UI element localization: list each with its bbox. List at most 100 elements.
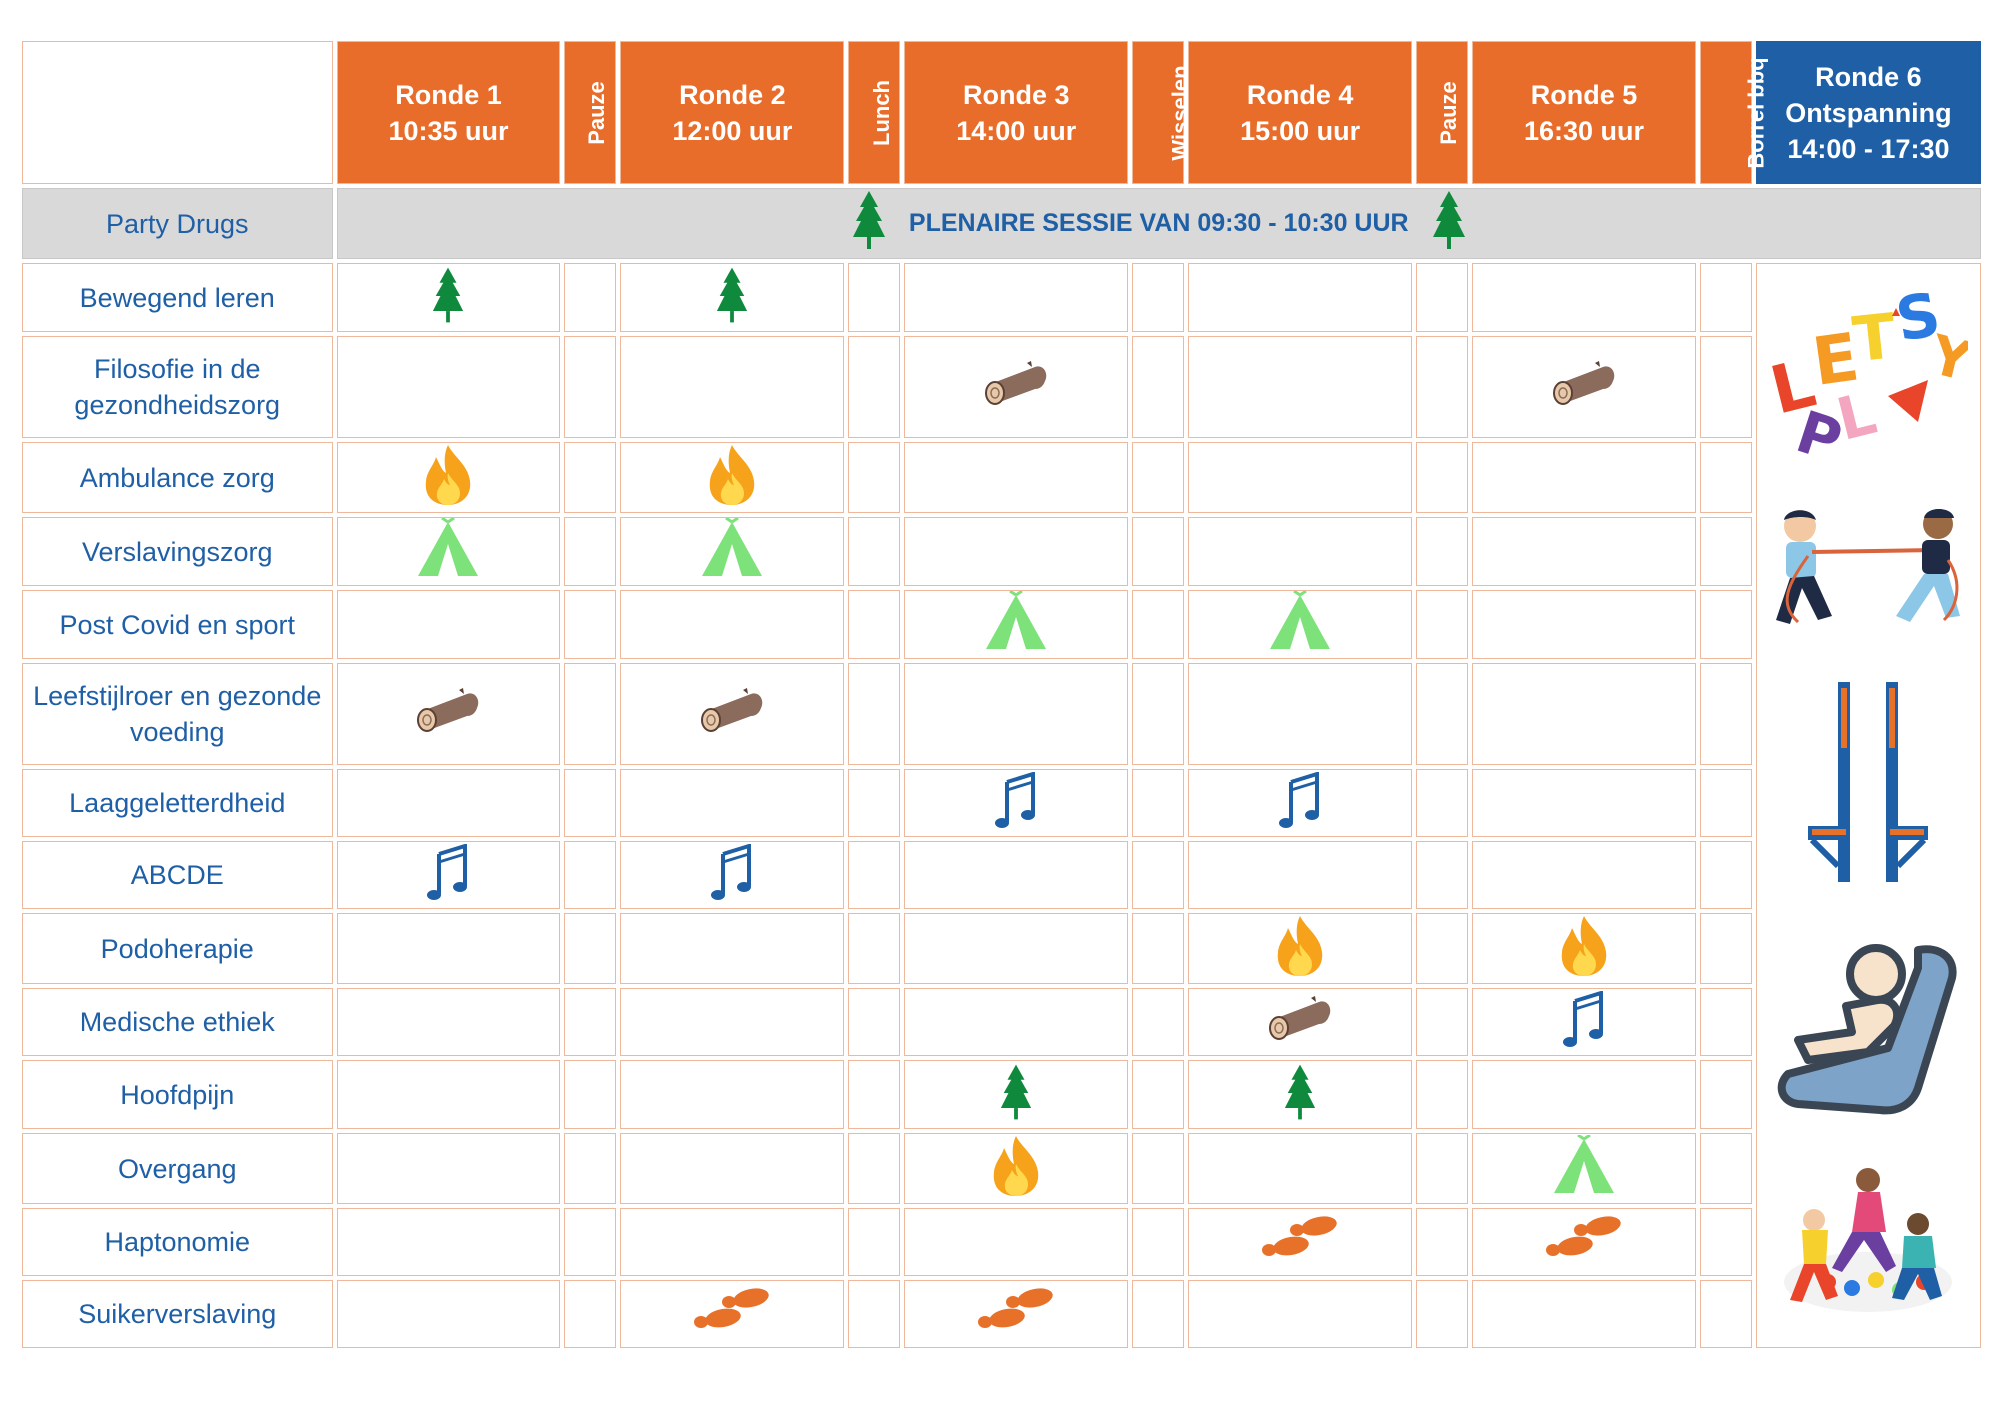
topic-name: Post Covid en sport bbox=[22, 590, 333, 659]
header-ronde-6: Ronde 6 Ontspanning 14:00 - 17:30 bbox=[1755, 41, 1981, 184]
topic-name: Filosofie in de gezondheidszorg bbox=[22, 336, 333, 438]
topic-name: Medische ethiek bbox=[22, 988, 333, 1056]
borrel-bbq-cell bbox=[1699, 1133, 1752, 1204]
plenary-session-cell: PLENAIRE SESSIE VAN 09:30 - 10:30 UUR bbox=[336, 188, 1981, 259]
pauze-1-cell bbox=[564, 1280, 617, 1348]
fire-icon bbox=[988, 1134, 1044, 1203]
pauze-2-cell bbox=[1416, 442, 1468, 513]
header-row: Ronde 1 10:35 uur Pauze Ronde 2 12:00 uur … bbox=[22, 41, 1981, 184]
ronde-3-cell bbox=[904, 988, 1129, 1056]
ronde-1-cell bbox=[336, 590, 561, 659]
header-wisselen: Wisselen bbox=[1132, 41, 1193, 184]
ronde-2-cell bbox=[620, 1133, 845, 1204]
ronde-3-cell bbox=[904, 442, 1129, 513]
lunch-cell bbox=[848, 1060, 901, 1129]
ronde-1-cell bbox=[336, 988, 561, 1056]
fire-icon bbox=[1272, 914, 1328, 983]
topic-row: Post Covid en sport bbox=[22, 589, 1981, 659]
borrel-bbq-cell bbox=[1699, 1208, 1752, 1276]
pauze-2-cell bbox=[1416, 841, 1468, 909]
wisselen-cell bbox=[1132, 336, 1185, 438]
ronde-3-cell bbox=[904, 517, 1129, 586]
topic-row: Leefstijlroer en gezonde voeding bbox=[22, 663, 1981, 765]
lunch-cell bbox=[848, 1208, 901, 1276]
schedule-table: Ronde 1 10:35 uur Pauze Ronde 2 12:00 uur … bbox=[18, 37, 1985, 1352]
lunch-cell bbox=[848, 590, 901, 659]
ronde-3-cell bbox=[904, 769, 1129, 837]
ronde-4-cell bbox=[1188, 1208, 1413, 1276]
pauze-2-cell bbox=[1416, 1060, 1468, 1129]
wisselen-cell bbox=[1132, 1280, 1185, 1348]
ronde-2-cell bbox=[620, 769, 845, 837]
ronde-3-cell bbox=[904, 663, 1129, 765]
wisselen-cell bbox=[1132, 769, 1185, 837]
ronde-1-cell bbox=[336, 1060, 561, 1129]
topic-row: Hoofdpijn bbox=[22, 1060, 1981, 1129]
ronde-1-cell bbox=[336, 263, 561, 332]
lunch-cell bbox=[848, 988, 901, 1056]
lunch-cell bbox=[848, 841, 901, 909]
ronde-5-cell bbox=[1472, 988, 1696, 1056]
topic-name: Ambulance zorg bbox=[22, 442, 333, 513]
wisselen-cell bbox=[1132, 590, 1185, 659]
ronde-2-cell bbox=[620, 913, 845, 984]
ronde-2-cell bbox=[620, 590, 845, 659]
borrel-bbq-cell bbox=[1699, 1280, 1752, 1348]
lunch-cell bbox=[848, 663, 901, 765]
header-pauze-2: Pauze bbox=[1416, 41, 1468, 184]
footprints-icon bbox=[977, 1287, 1055, 1341]
pauze-2-cell bbox=[1416, 769, 1468, 837]
borrel-bbq-cell bbox=[1699, 663, 1752, 765]
ronde-6-title: Ronde 6 bbox=[1815, 61, 1922, 92]
borrel-bbq-cell bbox=[1699, 1060, 1752, 1129]
pauze-1-cell bbox=[564, 336, 617, 438]
header-ronde-3: Ronde 3 14:00 uur bbox=[904, 41, 1129, 184]
pauze-1-cell bbox=[564, 1060, 617, 1129]
topic-row: Medische ethiek bbox=[22, 988, 1981, 1056]
wisselen-cell bbox=[1132, 663, 1185, 765]
ronde-5-cell bbox=[1472, 769, 1696, 837]
ronde-1-cell bbox=[336, 336, 561, 438]
ronde-3-time: 14:00 uur bbox=[956, 115, 1077, 146]
topic-name: Suikerverslaving bbox=[22, 1280, 333, 1348]
tree-icon bbox=[431, 264, 465, 331]
tug-of-war-icon bbox=[1768, 504, 1968, 639]
ronde-1-time: 10:35 uur bbox=[388, 115, 509, 146]
twister-game-icon bbox=[1768, 1160, 1968, 1325]
header-borrel-bbq: Borrel bbq bbox=[1699, 41, 1769, 184]
ronde-3-cell bbox=[904, 913, 1129, 984]
wisselen-cell bbox=[1132, 988, 1185, 1056]
lunch-cell bbox=[848, 1133, 901, 1204]
log-icon bbox=[1551, 360, 1617, 414]
svg-text:E: E bbox=[1808, 319, 1863, 402]
ronde-1-cell bbox=[336, 516, 561, 586]
ronde-1-cell bbox=[336, 841, 561, 909]
ronde-2-cell bbox=[620, 1060, 845, 1129]
ronde-5-cell bbox=[1472, 841, 1696, 909]
corner-cell bbox=[22, 41, 333, 184]
ronde-3-cell bbox=[904, 336, 1129, 438]
svg-text:T: T bbox=[1850, 300, 1900, 377]
ronde-4-cell bbox=[1188, 1060, 1413, 1129]
ronde-3-cell bbox=[904, 1280, 1129, 1348]
topic-name: Verslavingszorg bbox=[22, 517, 333, 586]
pauze-1-cell bbox=[564, 769, 617, 837]
plenary-row: Party Drugs PLENAIRE SESSIE VAN 09:30 - … bbox=[22, 188, 1981, 259]
ronde-4-cell bbox=[1188, 769, 1413, 837]
ronde-4-cell bbox=[1188, 1133, 1413, 1204]
ronde-5-cell bbox=[1472, 1133, 1696, 1204]
ronde-4-cell bbox=[1188, 913, 1413, 984]
fire-icon bbox=[1556, 914, 1612, 983]
ronde-5-title: Ronde 5 bbox=[1530, 79, 1638, 110]
lunch-cell bbox=[848, 336, 901, 438]
topic-name: Leefstijlroer en gezonde voeding bbox=[22, 663, 333, 765]
borrel-bbq-cell bbox=[1699, 517, 1752, 586]
wisselen-cell bbox=[1132, 913, 1185, 984]
tent-icon bbox=[414, 516, 482, 585]
borrel-bbq-label: Borrel bbq bbox=[1743, 56, 1769, 169]
tree-icon bbox=[1283, 1061, 1317, 1128]
ronde-4-cell bbox=[1188, 336, 1413, 438]
ronde-4-cell bbox=[1188, 988, 1413, 1056]
borrel-bbq-cell bbox=[1699, 590, 1752, 659]
